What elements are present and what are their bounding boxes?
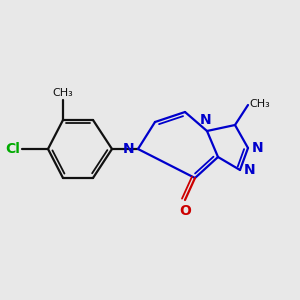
Text: N: N [123, 142, 134, 156]
Text: N: N [252, 141, 263, 155]
Text: CH₃: CH₃ [52, 88, 74, 98]
Text: CH₃: CH₃ [250, 99, 270, 110]
Text: O: O [179, 204, 191, 218]
Text: N: N [244, 163, 255, 177]
Text: N: N [200, 113, 211, 128]
Text: Cl: Cl [5, 142, 20, 156]
